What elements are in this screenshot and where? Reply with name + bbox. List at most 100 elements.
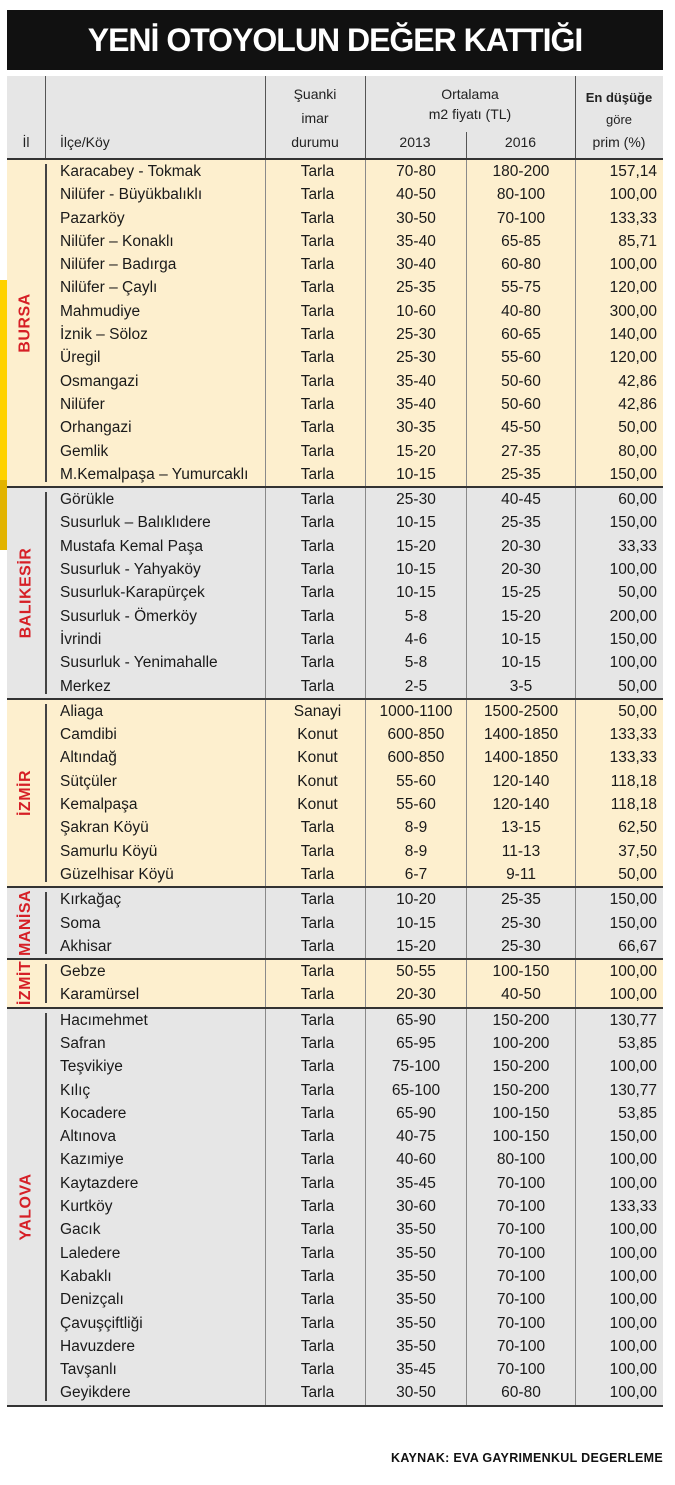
cell-ilce: Susurluk-Karapürçek bbox=[60, 584, 205, 602]
cell-ilce: M.Kemalpaşa – Yumurcaklı bbox=[60, 465, 249, 483]
table-row: Kemalpaşa Konut 55-60 120-140 118,18 bbox=[7, 793, 663, 816]
header-2016: 2016 bbox=[504, 134, 537, 150]
table-row: Gacık Tarla 35-50 70-100 100,00 bbox=[7, 1218, 663, 1241]
map-edge-decoration-dark bbox=[0, 480, 7, 550]
cell-prim: 120,00 bbox=[609, 279, 657, 297]
cell-durum: Tarla bbox=[300, 1244, 335, 1262]
cell-2013: 30-50 bbox=[396, 1384, 436, 1402]
cell-ilce: Osmangazi bbox=[60, 372, 139, 390]
cell-durum: Tarla bbox=[300, 372, 335, 390]
cell-2013: 65-95 bbox=[396, 1034, 436, 1052]
cell-ilce: Kocadere bbox=[60, 1104, 127, 1122]
table-row: Pazarköy Tarla 30-50 70-100 133,33 bbox=[7, 207, 663, 230]
cell-2013: 15-20 bbox=[396, 937, 436, 955]
cell-durum: Tarla bbox=[300, 819, 335, 837]
cell-ilce: Sütçüler bbox=[60, 772, 117, 790]
cell-2016: 120-140 bbox=[492, 796, 550, 814]
cell-durum: Tarla bbox=[300, 937, 335, 955]
cell-2013: 50-55 bbox=[396, 963, 436, 981]
cell-prim: 130,77 bbox=[609, 1081, 657, 1099]
cell-ilce: Karamürsel bbox=[60, 986, 140, 1004]
cell-prim: 100,00 bbox=[609, 1174, 657, 1192]
cell-durum: Tarla bbox=[300, 1221, 335, 1239]
cell-durum: Tarla bbox=[300, 465, 335, 483]
cell-prim: 150,00 bbox=[609, 1128, 657, 1146]
header-prim-3: prim (%) bbox=[592, 134, 646, 150]
cell-2013: 8-9 bbox=[404, 842, 428, 860]
table-row: Havuzdere Tarla 35-50 70-100 100,00 bbox=[7, 1335, 663, 1358]
cell-2013: 10-15 bbox=[396, 584, 436, 602]
cell-2016: 40-80 bbox=[501, 302, 541, 320]
cell-ilce: Akhisar bbox=[60, 937, 112, 955]
cell-2013: 1000-1100 bbox=[379, 702, 453, 720]
cell-2013: 30-50 bbox=[396, 209, 436, 227]
cell-durum: Tarla bbox=[300, 442, 335, 460]
cell-ilce: Çavuşçiftliği bbox=[60, 1314, 143, 1332]
cell-durum: Tarla bbox=[300, 326, 335, 344]
cell-prim: 100,00 bbox=[609, 986, 657, 1004]
cell-ilce: Kılıç bbox=[60, 1081, 91, 1099]
cell-2016: 1500-2500 bbox=[483, 702, 559, 720]
cell-ilce: Camdibi bbox=[60, 726, 117, 744]
cell-durum: Tarla bbox=[300, 1034, 335, 1052]
cell-2013: 30-60 bbox=[396, 1198, 436, 1216]
header-fiyat-1: Ortalama bbox=[441, 86, 499, 102]
cell-durum: Tarla bbox=[300, 1314, 335, 1332]
cell-2013: 65-100 bbox=[391, 1081, 441, 1099]
cell-ilce: Görükle bbox=[60, 491, 115, 509]
table-row: Kocadere Tarla 65-90 100-150 53,85 bbox=[7, 1102, 663, 1125]
cell-durum: Tarla bbox=[300, 1151, 335, 1169]
cell-prim: 150,00 bbox=[609, 465, 657, 483]
cell-2016: 3-5 bbox=[509, 677, 533, 695]
table-row: Üregil Tarla 25-30 55-60 120,00 bbox=[7, 346, 663, 369]
cell-2013: 35-40 bbox=[396, 232, 436, 250]
cell-ilce: Gacık bbox=[60, 1221, 101, 1239]
cell-2016: 100-150 bbox=[492, 1128, 550, 1146]
cell-2013: 75-100 bbox=[391, 1058, 441, 1076]
cell-ilce: Orhangazi bbox=[60, 419, 132, 437]
table-row: Gemlik Tarla 15-20 27-35 80,00 bbox=[7, 440, 663, 463]
cell-2016: 70-100 bbox=[496, 1314, 546, 1332]
cell-prim: 100,00 bbox=[609, 654, 657, 672]
table-row: Nilüfer – Çaylı Tarla 25-35 55-75 120,00 bbox=[7, 276, 663, 299]
cell-durum: Tarla bbox=[300, 302, 335, 320]
cell-2013: 40-50 bbox=[396, 186, 436, 204]
cell-2013: 35-40 bbox=[396, 372, 436, 390]
cell-durum: Tarla bbox=[300, 1198, 335, 1216]
cell-ilce: Altındağ bbox=[60, 749, 117, 767]
cell-durum: Tarla bbox=[300, 232, 335, 250]
cell-2016: 25-30 bbox=[501, 937, 541, 955]
cell-2016: 25-30 bbox=[501, 914, 541, 932]
cell-2016: 1400-1850 bbox=[483, 726, 559, 744]
cell-2016: 70-100 bbox=[496, 1198, 546, 1216]
cell-durum: Tarla bbox=[300, 654, 335, 672]
cell-ilce: Denizçalı bbox=[60, 1291, 124, 1309]
cell-2016: 20-30 bbox=[501, 561, 541, 579]
cell-2013: 10-15 bbox=[396, 465, 436, 483]
table-row: Orhangazi Tarla 30-35 45-50 50,00 bbox=[7, 416, 663, 439]
cell-2016: 70-100 bbox=[496, 209, 546, 227]
table-row: Samurlu Köyü Tarla 8-9 11-13 37,50 bbox=[7, 840, 663, 863]
cell-durum: Tarla bbox=[300, 186, 335, 204]
cell-2016: 70-100 bbox=[496, 1361, 546, 1379]
cell-prim: 100,00 bbox=[609, 1361, 657, 1379]
table-row: Susurluk - Ömerköy Tarla 5-8 15-20 200,00 bbox=[7, 605, 663, 628]
table-row: Kurtköy Tarla 30-60 70-100 133,33 bbox=[7, 1195, 663, 1218]
cell-durum: Tarla bbox=[300, 1384, 335, 1402]
cell-ilce: Havuzdere bbox=[60, 1337, 135, 1355]
cell-2013: 5-8 bbox=[404, 607, 428, 625]
region-list: BURSA Karacabey - Tokmak Tarla 70-80 180-200… bbox=[7, 158, 663, 1405]
cell-2016: 70-100 bbox=[496, 1174, 546, 1192]
cell-2016: 180-200 bbox=[492, 163, 550, 180]
cell-2013: 65-90 bbox=[396, 1011, 436, 1029]
table-row: Sütçüler Konut 55-60 120-140 118,18 bbox=[7, 770, 663, 793]
cell-prim: 100,00 bbox=[609, 1221, 657, 1239]
cell-ilce: Nilüfer – Badırga bbox=[60, 256, 177, 274]
cell-2016: 150-200 bbox=[492, 1011, 550, 1029]
cell-durum: Tarla bbox=[300, 514, 335, 532]
cell-ilce: Kaytazdere bbox=[60, 1174, 139, 1192]
table-row: Susurluk-Karapürçek Tarla 10-15 15-25 50,00 bbox=[7, 581, 663, 604]
cell-2013: 15-20 bbox=[396, 442, 436, 460]
cell-2013: 35-45 bbox=[396, 1361, 436, 1379]
page-title: YENİ OTOYOLUN DEĞER KATTIĞI BÖLGELER bbox=[7, 10, 663, 118]
